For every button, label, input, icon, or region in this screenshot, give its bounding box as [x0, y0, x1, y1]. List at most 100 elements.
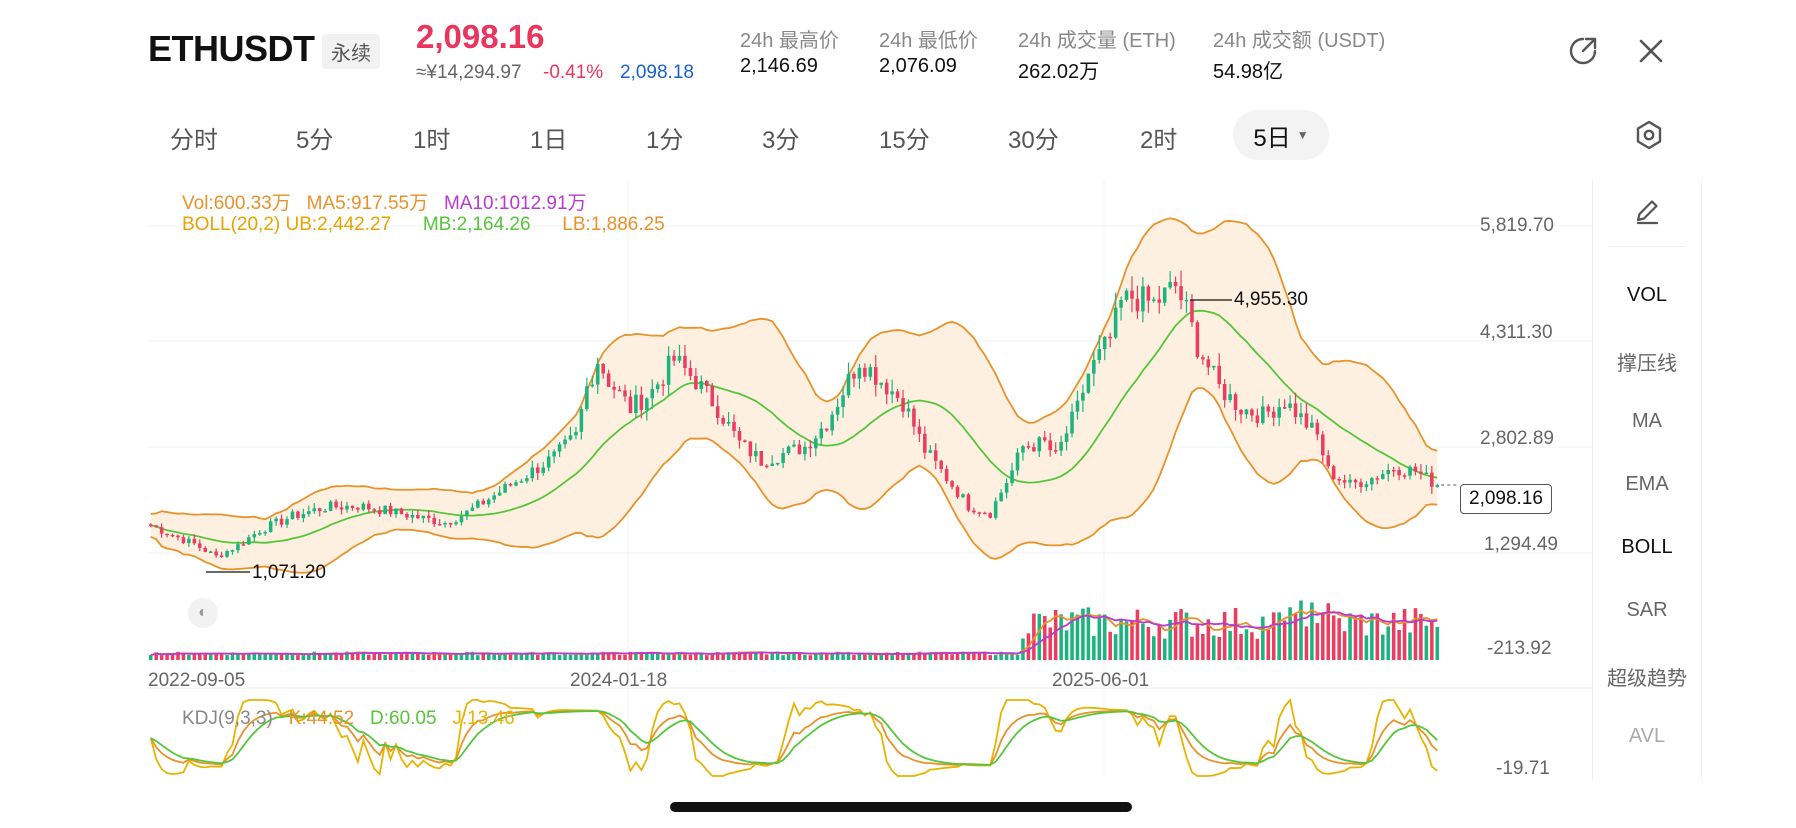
boll-middle-line	[150, 309, 1438, 544]
candle-body	[247, 537, 251, 545]
kdj-lines	[149, 698, 1438, 777]
kdj-d-line	[150, 710, 1438, 766]
y-tick-label: 5,819.70	[1480, 215, 1554, 236]
y-tick-label: 4,311.30	[1480, 322, 1553, 343]
tab-5m[interactable]: 5分	[296, 127, 334, 154]
volume-bar	[944, 652, 949, 660]
candle-body	[1152, 299, 1156, 301]
candle-body	[830, 414, 834, 431]
pencil-draw-icon[interactable]	[1593, 194, 1701, 234]
candle-body	[345, 505, 349, 510]
indicator-sar[interactable]: SAR	[1626, 599, 1668, 621]
tab-15m[interactable]: 15分	[879, 127, 930, 154]
candle-body	[639, 394, 644, 410]
candle-body	[1201, 357, 1205, 360]
candle-body	[590, 384, 595, 387]
volume-bar	[1081, 608, 1085, 660]
candles	[148, 270, 1440, 558]
tab-timeline[interactable]: 分时	[170, 127, 218, 154]
volume-bar	[1277, 612, 1281, 660]
volume-bar	[819, 652, 824, 660]
candle-body	[732, 421, 736, 431]
tab-1m[interactable]: 1分	[646, 127, 684, 154]
volume-bar	[574, 654, 578, 660]
settings-hexagon-icon[interactable]	[1632, 118, 1666, 152]
high-price-label: 4,955.30	[1234, 289, 1308, 310]
indicator-ema[interactable]: EMA	[1625, 473, 1669, 495]
volume-bar	[764, 654, 769, 660]
volume-bar	[983, 652, 987, 660]
candle-body	[1250, 409, 1254, 416]
volume-bar	[1146, 626, 1151, 660]
volume-bar	[361, 651, 366, 660]
volume-bar	[1053, 609, 1058, 660]
volume-bar	[846, 651, 851, 660]
indicator-vol[interactable]: VOL	[1626, 284, 1668, 306]
candle-body	[426, 515, 431, 518]
kdj-tick-label: -19.71	[1496, 758, 1550, 779]
candle-body	[983, 512, 987, 515]
candle-body	[775, 462, 780, 465]
tab-5d-dropdown[interactable]: 5日 ▼	[1233, 110, 1329, 160]
indicator-avl[interactable]: AVL	[1628, 725, 1666, 747]
indicator-supertrend[interactable]: 超级趋势	[1607, 668, 1687, 690]
candle-body	[1102, 336, 1107, 350]
candle-body	[1408, 466, 1412, 476]
candle-body	[454, 522, 458, 525]
candle-body	[863, 367, 867, 377]
tab-2h[interactable]: 2时	[1140, 127, 1178, 154]
stat-turnover-value: 54.98亿	[1213, 61, 1284, 83]
tab-3m[interactable]: 3分	[762, 127, 800, 154]
indicator-support-resistance[interactable]: 撑压线	[1617, 353, 1677, 375]
volume-bar	[933, 651, 938, 660]
volume-bar	[530, 651, 535, 660]
tab-30m[interactable]: 30分	[1008, 127, 1059, 154]
volume-bar	[993, 655, 998, 660]
candle-body	[1124, 290, 1129, 300]
candle-body	[1021, 446, 1025, 453]
stat-high-value: 2,146.69	[740, 55, 818, 77]
tab-1h[interactable]: 1时	[413, 127, 451, 154]
volume-bar	[814, 653, 818, 660]
volume-bar	[503, 653, 507, 660]
candle-body	[154, 525, 158, 528]
volume-bar	[961, 651, 965, 660]
candle-body	[699, 381, 704, 389]
volume-bar	[176, 651, 180, 660]
candle-body	[514, 482, 518, 486]
indicator-boll[interactable]: BOLL	[1621, 536, 1673, 558]
candle-body	[530, 467, 535, 479]
tab-1d[interactable]: 1日	[530, 127, 568, 154]
volume-bar	[1201, 633, 1205, 660]
close-icon[interactable]	[1634, 34, 1668, 68]
volume-bar	[481, 653, 486, 660]
candle-body	[1435, 485, 1440, 487]
volume-bar	[563, 653, 567, 660]
candle-body	[497, 492, 502, 496]
volume-bar	[1059, 614, 1063, 660]
volume-bar	[552, 653, 556, 660]
volume-bar	[492, 654, 496, 660]
boll-upper-line	[150, 217, 1438, 521]
indicator-ma[interactable]: MA	[1632, 410, 1662, 432]
volume-bar	[1310, 602, 1314, 660]
volume-bar	[1102, 614, 1107, 660]
candle-body	[1206, 359, 1211, 368]
candle-body	[1331, 466, 1336, 480]
volume-bar	[901, 655, 905, 660]
volume-bar	[595, 653, 600, 660]
volume-bar	[350, 653, 355, 660]
candle-body	[1086, 373, 1091, 393]
volume-bar	[1271, 612, 1276, 660]
candle-body	[683, 355, 687, 369]
candle-body	[874, 367, 878, 385]
volume-bar	[688, 654, 693, 660]
candle-body	[219, 555, 224, 557]
volume-bar	[715, 652, 720, 660]
candle-body	[552, 451, 556, 457]
volume-bar	[268, 654, 273, 660]
candle-body	[1222, 383, 1227, 401]
x-date-label: 2025-06-01	[1052, 670, 1150, 691]
share-icon[interactable]	[1566, 34, 1600, 68]
